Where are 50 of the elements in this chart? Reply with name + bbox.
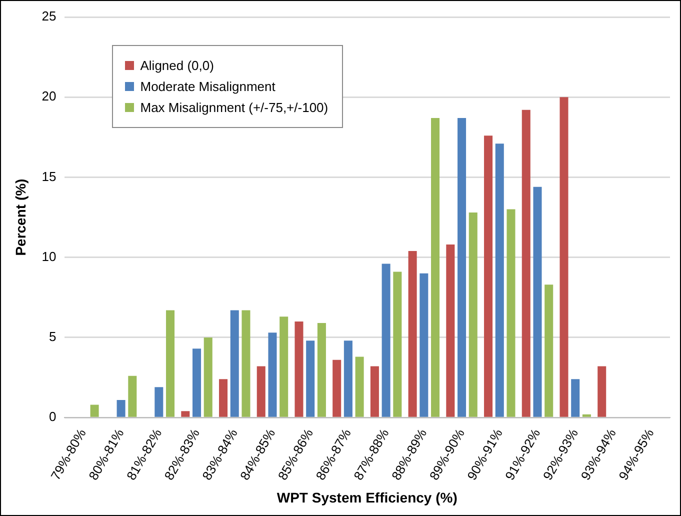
bar: [506, 209, 516, 417]
y-tick-label: 15: [42, 168, 56, 184]
bar: [256, 366, 266, 417]
bar: [522, 110, 530, 417]
bar: [204, 337, 212, 417]
bar: [582, 414, 591, 417]
x-axis-title: WPT System Efficiency (%): [276, 489, 458, 506]
bar: [495, 144, 504, 417]
bar: [355, 356, 364, 417]
y-axis-title: Percent (%): [12, 178, 28, 256]
bar: [192, 348, 202, 417]
bar: [382, 264, 390, 417]
bar: [154, 387, 164, 417]
bar: [408, 250, 417, 417]
bar: [431, 118, 440, 417]
bar: [560, 97, 568, 417]
bar: [219, 379, 228, 417]
bar: [317, 323, 326, 417]
bar: [598, 366, 606, 417]
legend-label: Max Misalignment (+/-75,+/-100): [140, 100, 328, 115]
y-tick-label: 20: [42, 88, 56, 104]
bar: [571, 379, 580, 417]
bar: [166, 310, 175, 417]
bar: [230, 310, 239, 417]
bar: [332, 360, 342, 417]
bar: [90, 404, 99, 417]
bar: [116, 400, 126, 417]
bar: [181, 411, 190, 417]
legend-label: Aligned (0,0): [140, 58, 214, 73]
y-tick-label: 0: [49, 409, 56, 424]
bar: [128, 376, 137, 417]
bar: [370, 366, 379, 417]
bar: [242, 310, 250, 417]
bar: [468, 212, 478, 417]
y-tick-label: 25: [42, 8, 56, 24]
bar: [446, 244, 455, 417]
bar: [344, 340, 352, 417]
bar: [294, 321, 304, 417]
legend-label: Moderate Misalignment: [140, 79, 276, 94]
bar: [280, 316, 288, 417]
bar: [306, 340, 315, 417]
bar: [420, 273, 428, 417]
bar: [393, 272, 402, 417]
bar: [268, 332, 277, 417]
bar: [544, 284, 554, 417]
bar: [458, 118, 466, 417]
bar: [533, 186, 542, 417]
y-tick-label: 5: [49, 329, 56, 344]
bar: [484, 136, 493, 417]
y-tick-label: 10: [42, 248, 56, 264]
